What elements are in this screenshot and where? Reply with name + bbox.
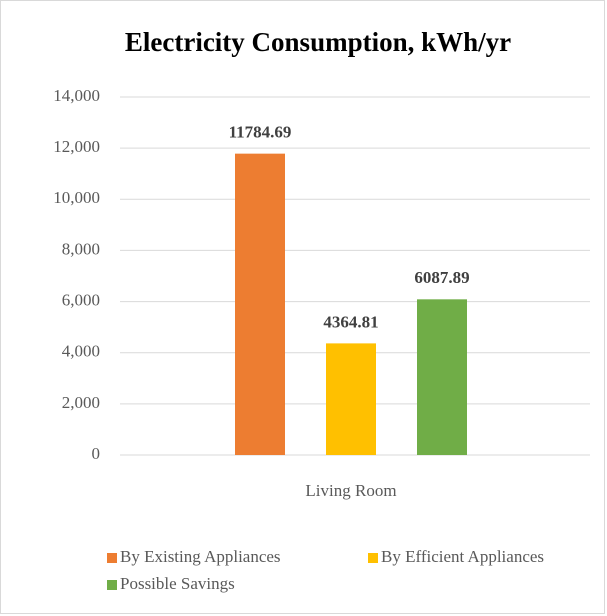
data-label: 4364.81 bbox=[323, 312, 378, 331]
x-tick-label: Living Room bbox=[305, 481, 396, 500]
y-tick-label: 0 bbox=[92, 444, 101, 463]
y-tick-label: 2,000 bbox=[62, 393, 100, 412]
bar bbox=[417, 299, 467, 455]
bar bbox=[235, 153, 285, 456]
y-tick-label: 8,000 bbox=[62, 239, 100, 258]
bar bbox=[326, 343, 376, 455]
legend-swatch bbox=[368, 553, 378, 563]
y-tick-label: 4,000 bbox=[62, 342, 100, 361]
legend-label: Possible Savings bbox=[120, 574, 235, 593]
legend-label: By Existing Appliances bbox=[120, 547, 281, 566]
y-tick-label: 14,000 bbox=[53, 86, 100, 105]
legend-swatch bbox=[107, 553, 117, 563]
chart-title: Electricity Consumption, kWh/yr bbox=[125, 27, 511, 57]
legend-label: By Efficient Appliances bbox=[381, 547, 544, 566]
legend-swatch bbox=[107, 580, 117, 590]
y-tick-label: 6,000 bbox=[62, 290, 100, 309]
data-label: 6087.89 bbox=[414, 268, 469, 287]
y-tick-label: 10,000 bbox=[53, 188, 100, 207]
y-tick-label: 12,000 bbox=[53, 137, 100, 156]
data-label: 11784.69 bbox=[229, 123, 292, 142]
